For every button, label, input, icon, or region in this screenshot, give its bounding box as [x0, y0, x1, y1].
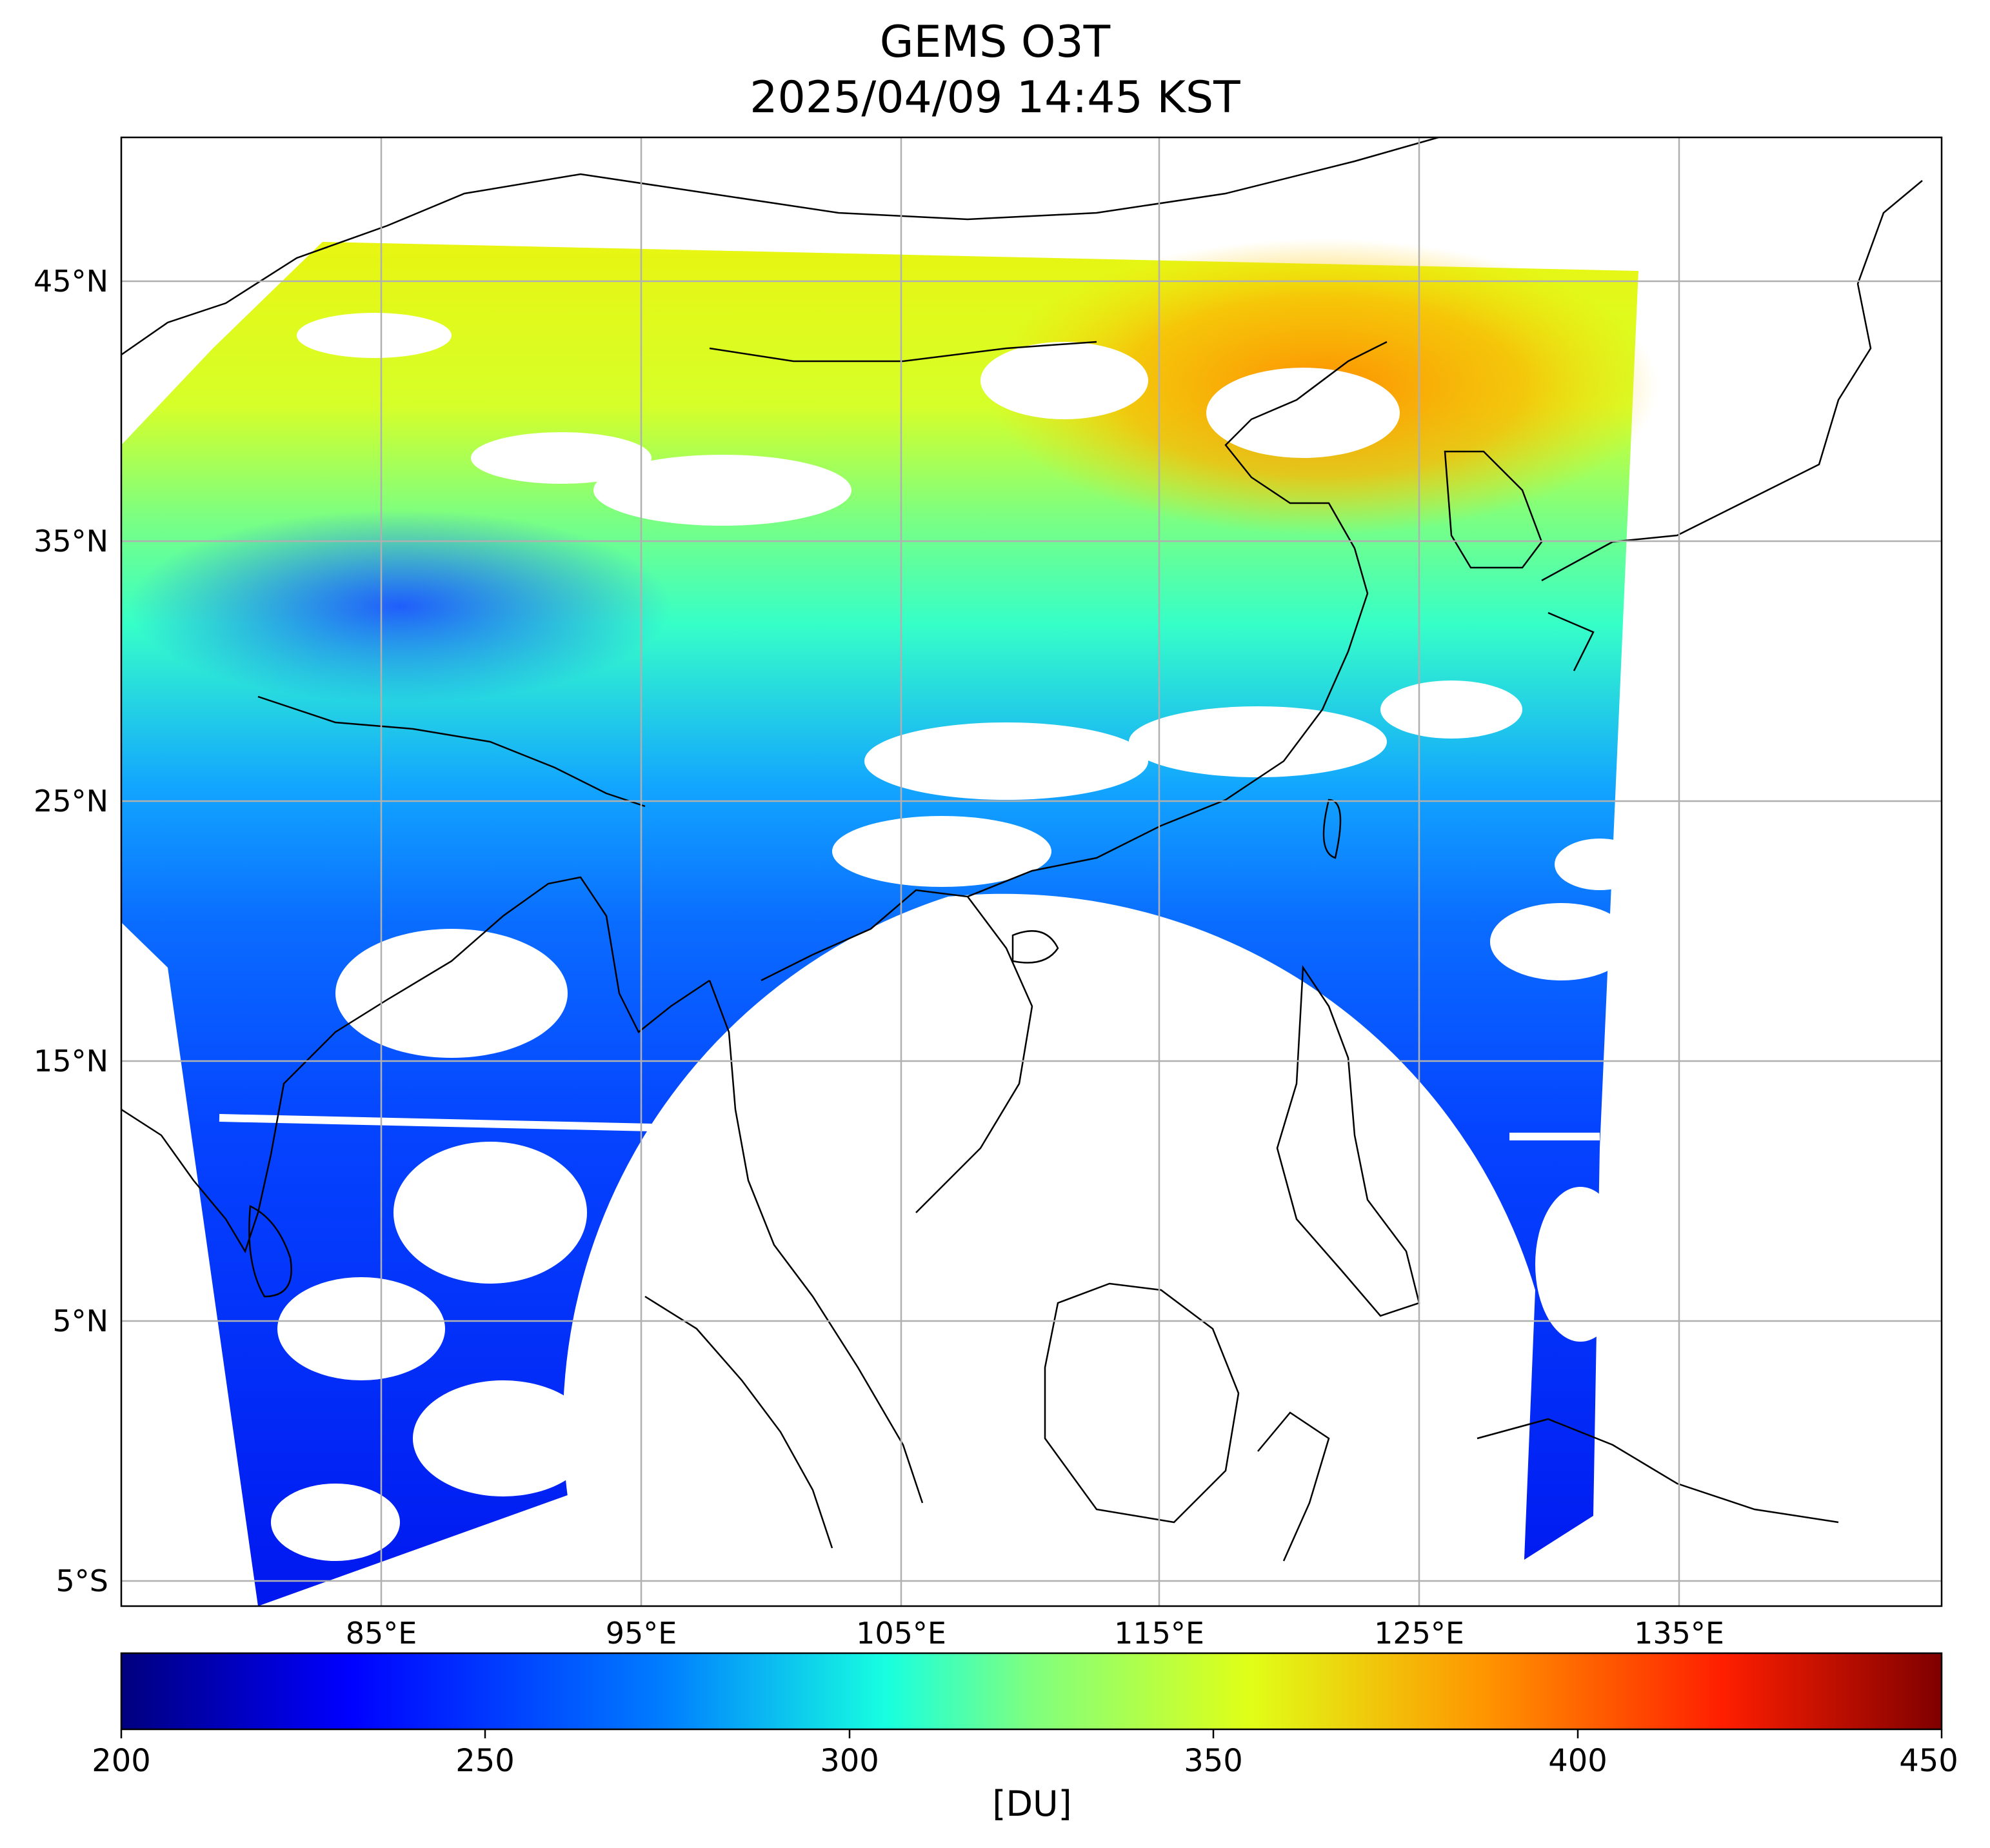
lon-label-135e: 135°E [1634, 1616, 1724, 1651]
coastlines [121, 137, 1923, 1562]
cloud-mask [271, 313, 1645, 1606]
colorbar-label-200: 200 [92, 1743, 151, 1779]
lat-label-5s: 5°S [56, 1564, 108, 1598]
lon-label-95e: 95°E [606, 1616, 677, 1651]
lat-label-35n: 35°N [34, 524, 108, 559]
colorbar-ticks [120, 1729, 1943, 1738]
lat-label-5n: 5°N [52, 1304, 108, 1338]
lat-label-25n: 25°N [34, 784, 108, 819]
lon-label-105e: 105°E [856, 1616, 946, 1651]
colorbar-unit: [DU] [992, 1783, 1072, 1824]
colorbar-label-450: 450 [1899, 1743, 1958, 1779]
lon-label-125e: 125°E [1374, 1616, 1464, 1651]
gridlines [121, 137, 1942, 1606]
lon-label-115e: 115°E [1114, 1616, 1204, 1651]
latitude-labels: 45°N 35°N 25°N 15°N 5°N 5°S [34, 264, 108, 1598]
colorbar-label-350: 350 [1184, 1743, 1243, 1779]
tibet-low-ozone [129, 510, 671, 703]
longitude-labels: 85°E 95°E 105°E 115°E 125°E 135°E [346, 1616, 1724, 1651]
map-subtitle: 2025/04/09 14:45 KST [750, 72, 1240, 123]
lon-label-85e: 85°E [346, 1616, 417, 1651]
map-title: GEMS O3T [879, 17, 1111, 68]
map-frame [120, 136, 1943, 1607]
plot-area [121, 137, 1942, 1606]
lat-label-45n: 45°N [34, 264, 108, 299]
colorbar [120, 1652, 1943, 1731]
lat-label-15n: 15°N [34, 1044, 108, 1078]
colorbar-label-250: 250 [455, 1743, 515, 1779]
colorbar-label-300: 300 [820, 1743, 879, 1779]
colorbar-label-400: 400 [1548, 1743, 1607, 1779]
